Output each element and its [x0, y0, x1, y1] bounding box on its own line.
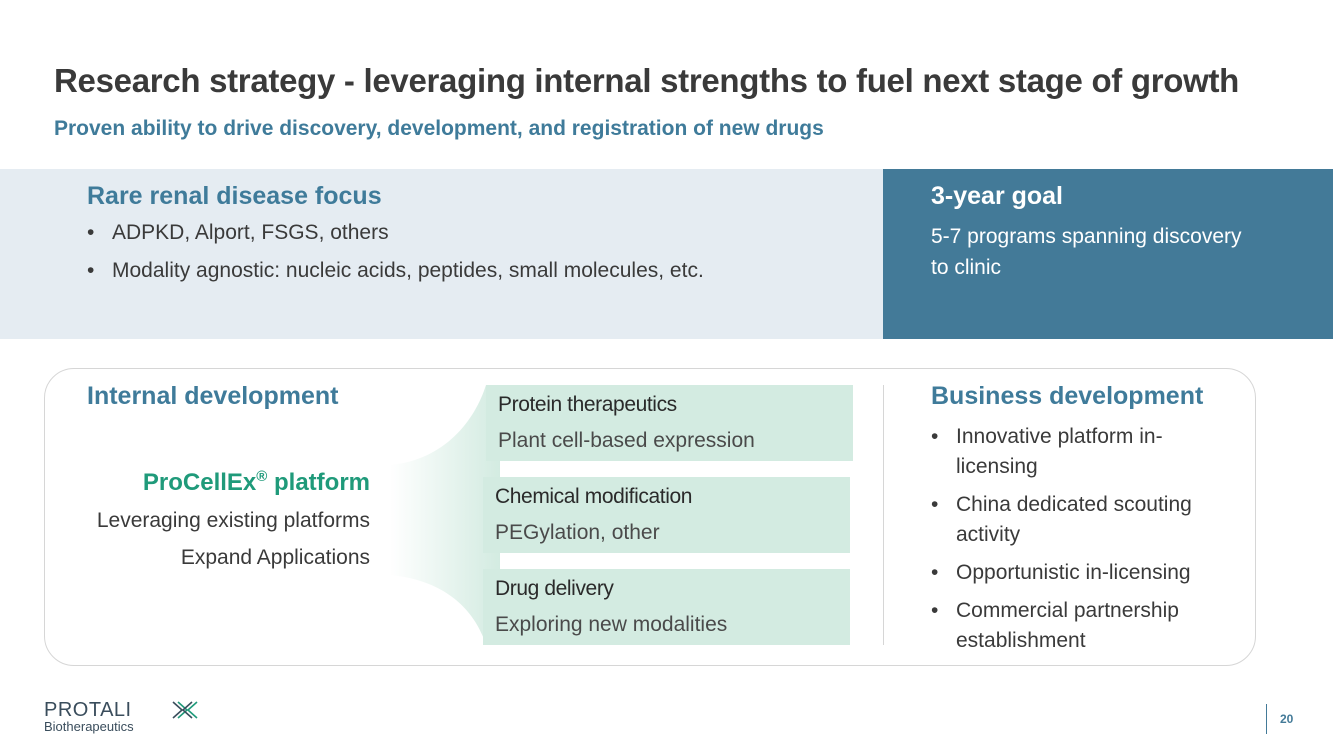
- card-description: PEGylation, other: [495, 521, 660, 544]
- focus-bullet: Modality agnostic: nucleic acids, peptid…: [87, 259, 704, 297]
- card-protein-therapeutics: Protein therapeutics Plant cell-based ex…: [486, 385, 853, 461]
- platform-line: Leveraging existing platforms: [96, 509, 370, 532]
- card-title: Chemical modification: [495, 485, 693, 508]
- column-divider: [883, 385, 884, 645]
- business-development-heading: Business development: [931, 382, 1204, 410]
- card-description: Exploring new modalities: [495, 613, 728, 636]
- card-chemical-modification: Chemical modification PEGylation, other: [483, 477, 850, 553]
- goal-heading: 3-year goal: [931, 182, 1064, 210]
- business-bullet: Opportunistic in-licensing: [931, 558, 1231, 588]
- logo-x-mark-icon: [172, 701, 198, 719]
- business-bullet-list: Innovative platform in-licensing China d…: [931, 422, 1231, 664]
- business-bullet: Commercial partnership establishment: [931, 596, 1231, 656]
- fan-connector-graphic: [390, 385, 500, 645]
- platform-name-suffix: platform: [267, 469, 370, 496]
- goal-text: 5-7 programs spanning discovery to clini…: [931, 225, 1242, 279]
- logo-subtitle: Biotherapeutics: [44, 719, 134, 734]
- business-bullet: Innovative platform in-licensing: [931, 422, 1231, 482]
- internal-development-heading: Internal development: [87, 382, 339, 410]
- focus-bullet: ADPKD, Alport, FSGS, others: [87, 221, 704, 259]
- page-number-divider: [1266, 704, 1267, 734]
- card-drug-delivery: Drug delivery Exploring new modalities: [483, 569, 850, 645]
- platform-name: ProCellEx® platform: [143, 468, 370, 497]
- slide-subtitle: Proven ability to drive discovery, devel…: [54, 117, 824, 140]
- card-title: Protein therapeutics: [498, 393, 677, 416]
- slide-title: Research strategy - leveraging internal …: [54, 62, 1240, 99]
- page-number: 20: [1280, 712, 1294, 726]
- logo-wordmark: PROTALI: [44, 699, 132, 721]
- business-bullet: China dedicated scouting activity: [931, 490, 1231, 550]
- platform-name-text: ProCellEx: [142, 469, 257, 496]
- focus-bullet-list: ADPKD, Alport, FSGS, others Modality agn…: [87, 221, 704, 297]
- company-logo: PROTALI Biotherapeutics: [44, 699, 198, 740]
- platform-line: Expand Applications: [180, 546, 370, 569]
- focus-heading: Rare renal disease focus: [87, 182, 382, 210]
- registered-mark: ®: [256, 468, 268, 485]
- card-title: Drug delivery: [495, 577, 614, 600]
- card-description: Plant cell-based expression: [498, 429, 755, 452]
- goal-band: [883, 169, 1333, 339]
